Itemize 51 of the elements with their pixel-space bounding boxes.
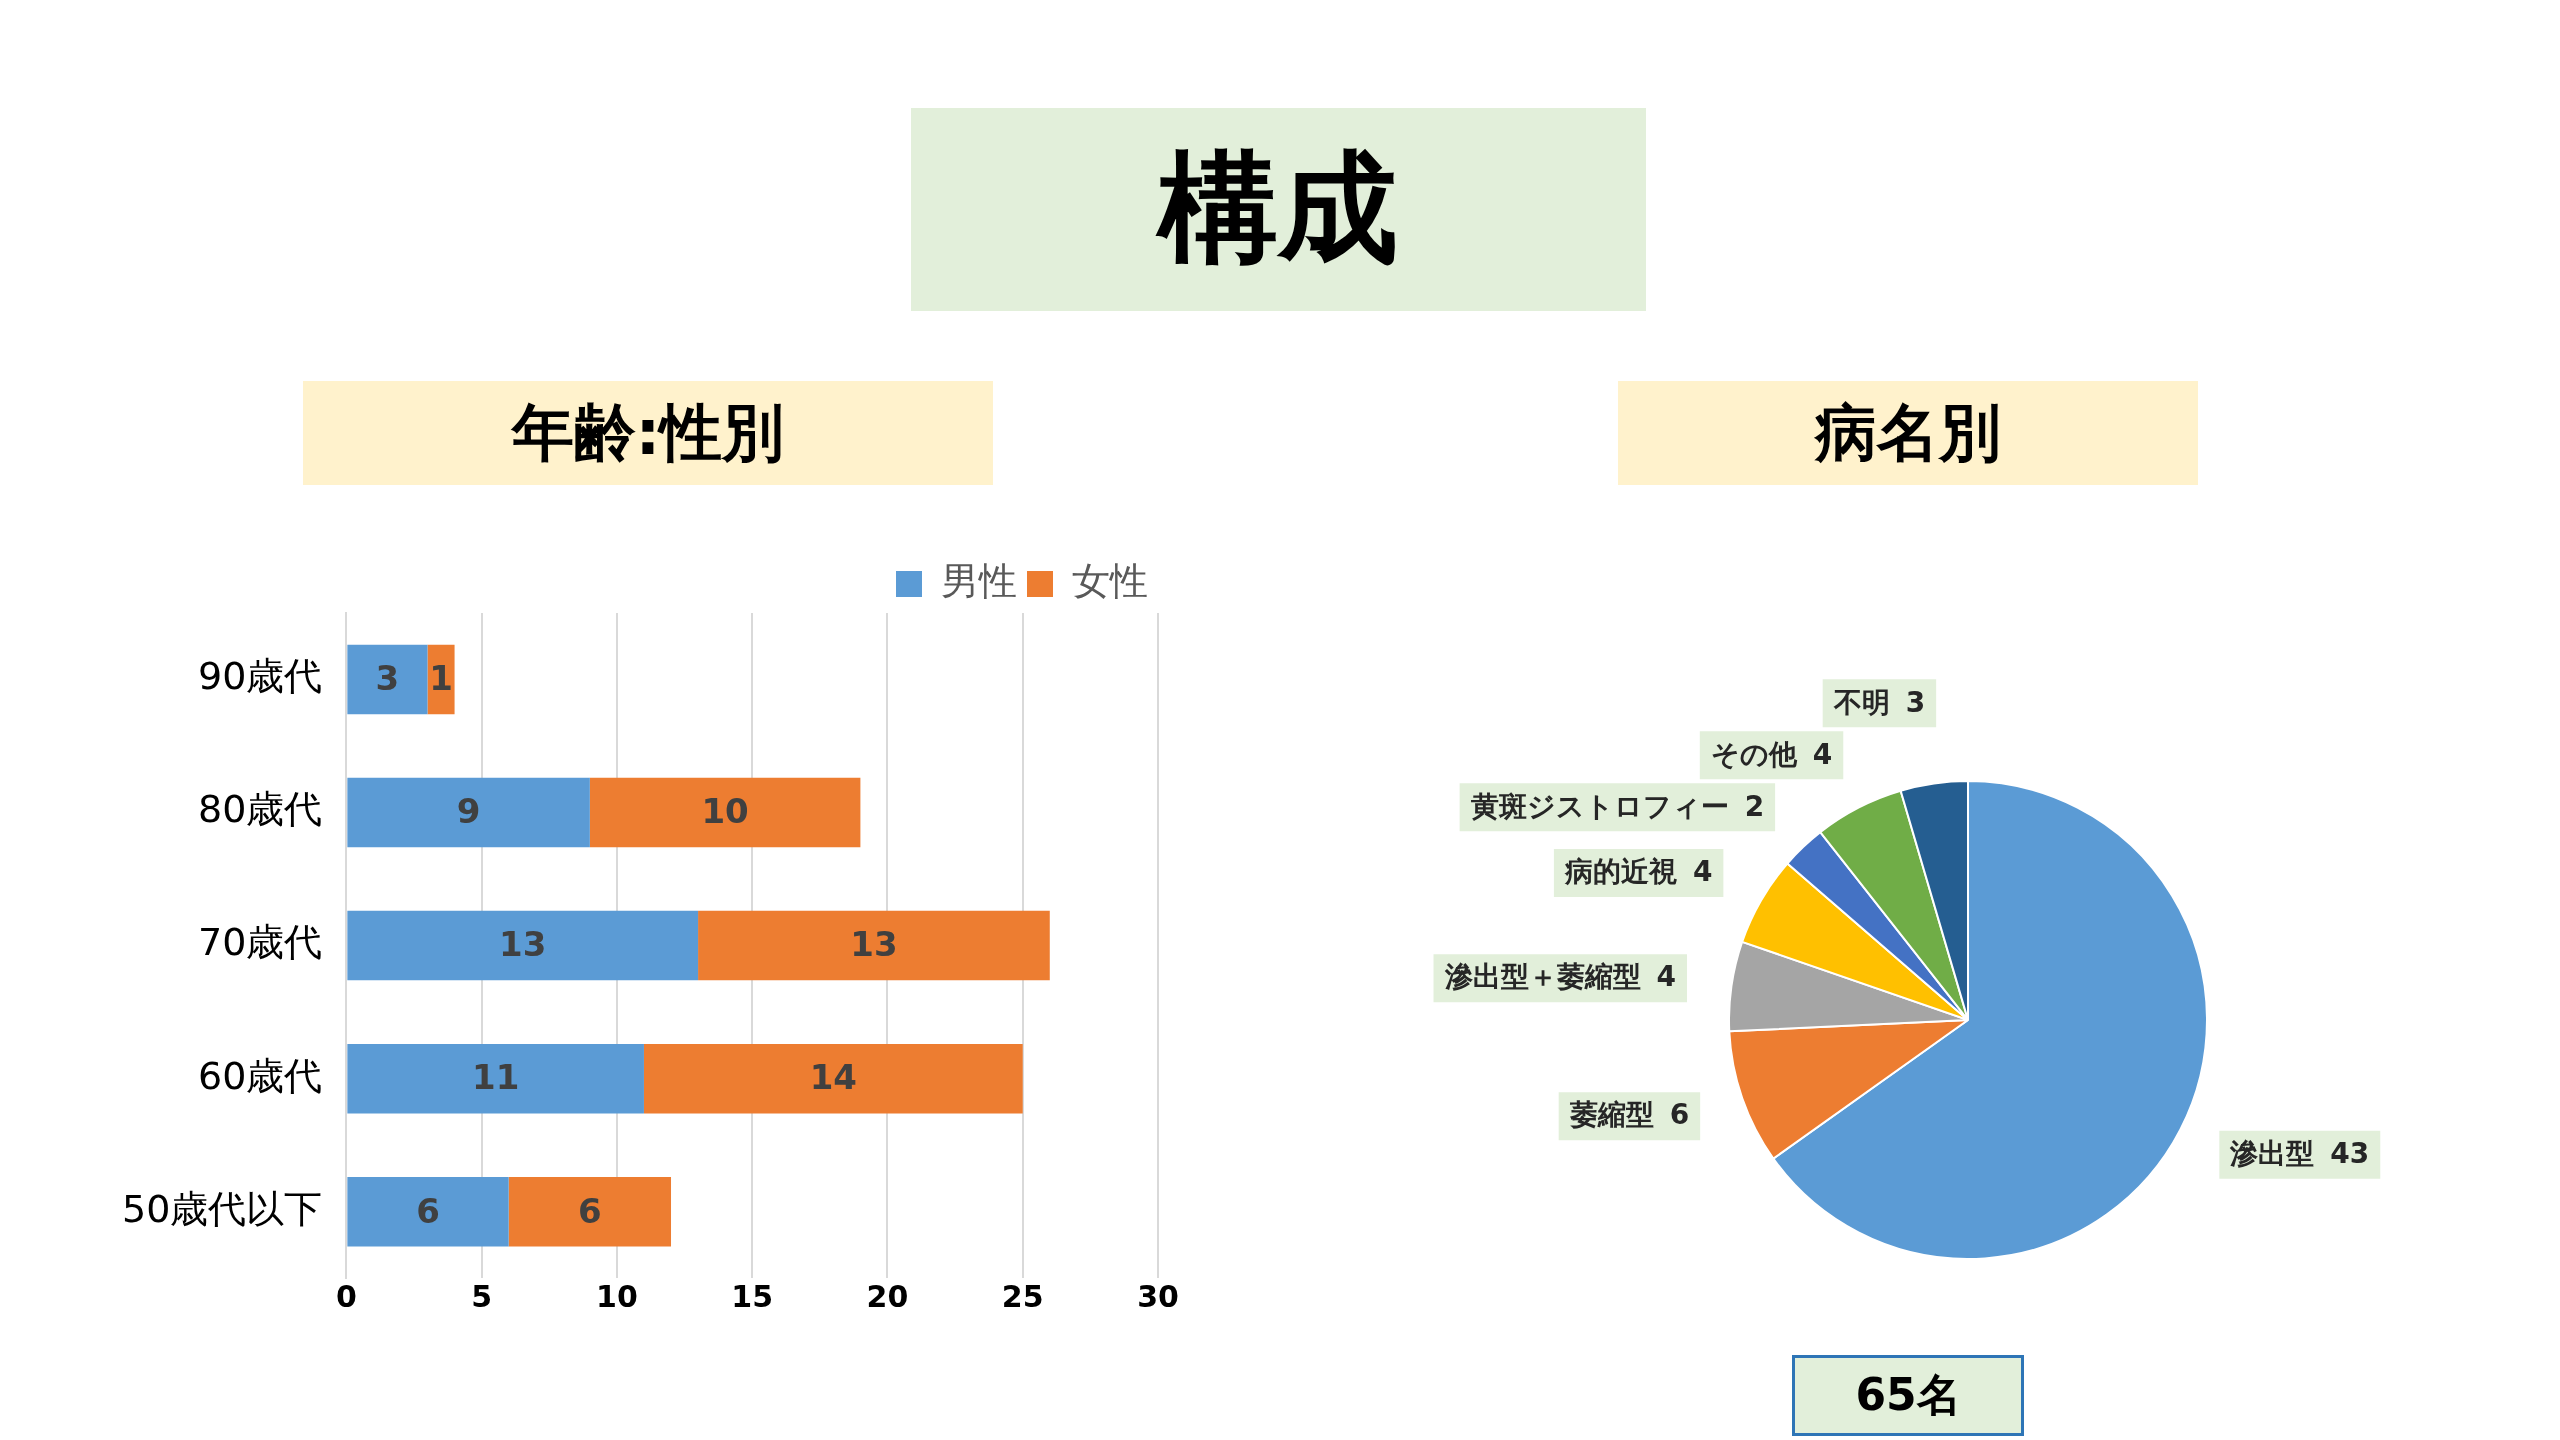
chart-title: 病名別 bbox=[1618, 381, 2198, 485]
slice-label: 萎縮型 bbox=[1568, 1098, 1654, 1132]
data-label: 6 bbox=[1669, 1098, 1690, 1132]
data-label: 2 bbox=[1744, 789, 1765, 823]
data-label: 14 bbox=[809, 1057, 858, 1098]
x-tick-label: 30 bbox=[1137, 1279, 1179, 1314]
bar bbox=[643, 1043, 1023, 1114]
y-tick-label: 70歳代 bbox=[197, 920, 323, 965]
slice-label: その他 bbox=[1710, 737, 1798, 771]
bar bbox=[347, 1176, 509, 1247]
chart-title: 年齢:性別 bbox=[303, 381, 993, 485]
y-tick-label: 90歳代 bbox=[197, 654, 323, 699]
data-label: 1 bbox=[429, 658, 453, 699]
data-label: 4 bbox=[1656, 960, 1676, 994]
bar bbox=[347, 1043, 644, 1114]
x-tick-label: 0 bbox=[335, 1279, 357, 1314]
data-label: 3 bbox=[375, 658, 400, 699]
bar bbox=[508, 1176, 672, 1247]
bar bbox=[347, 644, 428, 715]
data-label: 6 bbox=[578, 1190, 602, 1231]
data-label: 10 bbox=[701, 791, 749, 832]
data-label: 43 bbox=[2330, 1137, 2370, 1170]
x-tick-label: 20 bbox=[866, 1279, 909, 1314]
x-tick-label: 5 bbox=[471, 1279, 493, 1314]
x-tick-label: 25 bbox=[1001, 1279, 1044, 1314]
y-tick-label: 60歳代 bbox=[197, 1053, 323, 1098]
text: 構成 bbox=[910, 108, 1646, 311]
data-label: 11 bbox=[471, 1057, 520, 1098]
legend-label: 女性 bbox=[1072, 558, 1148, 603]
slice-label: 不明 bbox=[1832, 685, 1890, 719]
slice-label: 黄斑ジストロフィー bbox=[1469, 789, 1729, 823]
data-label: 6 bbox=[416, 1190, 440, 1231]
text: 65名 bbox=[1792, 1355, 2024, 1436]
data-label: 13 bbox=[499, 924, 547, 965]
bar bbox=[347, 777, 590, 848]
data-label: 3 bbox=[1905, 685, 1926, 719]
bar bbox=[347, 910, 699, 981]
x-tick-label: 10 bbox=[596, 1279, 638, 1314]
y-tick-label: 50歳代以下 bbox=[121, 1186, 323, 1231]
bar bbox=[589, 777, 861, 848]
x-tick-label: 15 bbox=[731, 1279, 774, 1314]
slice-label: 滲出型 bbox=[2229, 1137, 2315, 1170]
legend-label: 男性 bbox=[941, 558, 1017, 603]
slice-label: 滲出型＋萎縮型 bbox=[1443, 960, 1641, 994]
data-label: 13 bbox=[850, 924, 898, 965]
bar bbox=[698, 910, 1050, 981]
y-tick-label: 80歳代 bbox=[197, 787, 323, 832]
data-label: 9 bbox=[456, 791, 481, 832]
data-label: 4 bbox=[1812, 737, 1833, 771]
data-label: 4 bbox=[1692, 855, 1713, 889]
slice-label: 病的近視 bbox=[1563, 855, 1677, 889]
